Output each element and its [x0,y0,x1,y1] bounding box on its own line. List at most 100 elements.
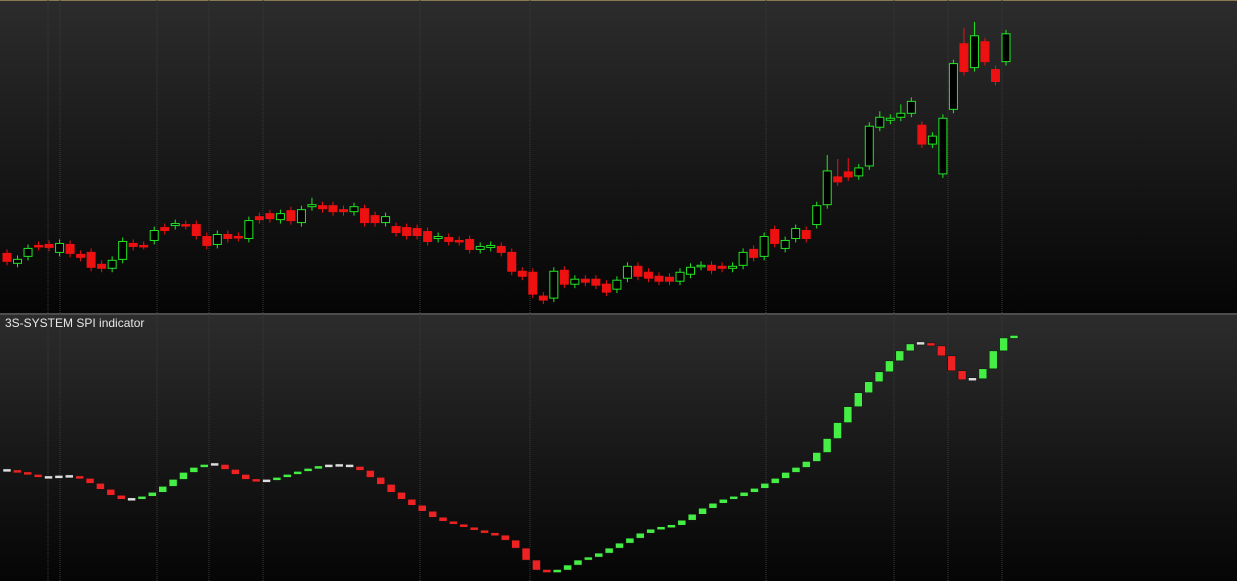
candle-body [749,248,759,258]
candle-body [801,230,811,239]
indicator-box [210,462,219,467]
indicator-box [1009,335,1019,339]
indicator-box [33,474,43,478]
indicator-box [459,523,469,528]
indicator-box [283,474,292,478]
candle-body [475,245,485,250]
candle-body [717,265,727,269]
indicator-box [885,360,894,373]
candle-body [538,295,548,301]
candle-body [107,259,117,269]
candle-body [570,278,580,285]
indicator-box [563,564,572,571]
indicator-box [636,532,645,539]
candle-body [496,245,506,253]
indicator-box [386,484,396,493]
indicator-box [677,519,687,526]
indicator-box [552,569,562,573]
indicator-box [947,355,956,372]
candle-body [1001,33,1011,63]
indicator-box [615,542,624,549]
indicator-box [397,492,406,500]
candle-body [212,234,222,245]
indicator-box [241,474,251,480]
indicator-box [937,345,946,357]
indicator-box [96,483,105,490]
indicator-box [926,342,936,347]
indicator-box [272,477,282,481]
indicator-pane [0,315,1237,581]
indicator-box [345,464,354,468]
indicator-box [262,479,271,483]
indicator-box [480,529,489,534]
candle-body [444,236,454,242]
candle-body [76,253,86,258]
candle-body [13,258,23,264]
indicator-box [656,526,666,530]
candle-body [559,269,569,285]
candle-body [580,278,590,283]
candle-body [927,135,937,145]
candle-body [286,210,296,222]
indicator-box [158,486,167,493]
candle-body [307,204,317,208]
candle-body [118,240,128,260]
indicator-box [802,461,811,468]
indicator-box [168,479,178,487]
indicator-box [978,368,988,380]
candle-body [612,279,622,290]
indicator-box [116,495,126,500]
candle-body [507,251,517,272]
indicator-box [106,489,116,496]
indicator-box [843,406,853,423]
indicator-box [604,547,614,554]
indicator-box [584,556,593,561]
indicator-box [23,471,33,476]
indicator-box [864,381,873,393]
candle-body [181,224,191,227]
indicator-box [490,532,500,536]
candle-body [139,244,149,248]
indicator-box [85,478,95,484]
candle-body [55,242,65,253]
indicator-box [719,499,728,504]
indicator-box [916,341,925,346]
indicator-box [781,472,790,479]
indicator-box [968,377,977,382]
candle-body [875,116,885,128]
indicator-box [532,559,541,571]
candle-body [202,235,212,246]
candle-body [654,275,664,282]
candle-body [780,239,790,249]
candle-body [854,167,864,177]
indicator-box [137,496,147,500]
indicator-box [44,475,53,480]
indicator-box [511,539,520,549]
candle-body [843,171,853,178]
candle-body [980,41,990,63]
indicator-box [854,392,863,407]
candle-body [391,226,401,234]
indicator-box [687,514,697,521]
candle-body [664,276,674,282]
indicator-box [750,488,759,493]
indicator-box [293,471,302,475]
indicator-box [895,350,905,362]
indicator-box [366,470,375,478]
indicator-box [739,492,749,497]
candle-body [591,278,601,286]
candle-body [296,209,306,224]
candle-body [906,100,916,114]
indicator-box [708,503,718,509]
candle-body [44,243,54,248]
indicator-box [449,520,458,525]
indicator-box [13,469,22,474]
indicator-box [231,469,240,475]
indicator-box [324,464,334,468]
candle-body [864,125,874,167]
candle-body [486,244,496,248]
candle-body [97,263,107,269]
candle-body [549,270,559,299]
candle-body [833,176,843,183]
